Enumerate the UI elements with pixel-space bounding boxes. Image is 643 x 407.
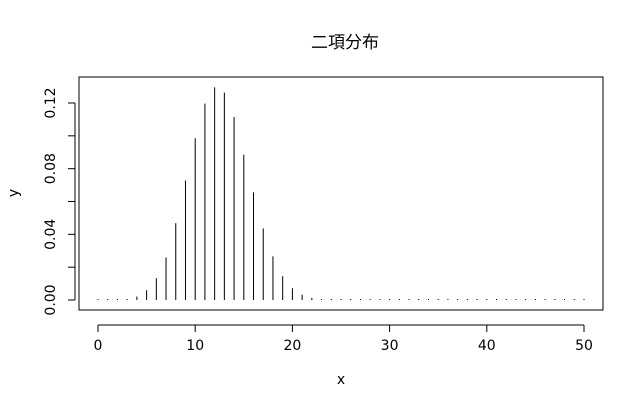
x-axis: 0 10 20 30 40 50 xyxy=(94,324,593,354)
y-tick-label-0.12: 0.12 xyxy=(43,87,59,118)
y-tick-label-0.00: 0.00 xyxy=(43,284,59,315)
y-axis-label: y xyxy=(6,189,22,197)
plot-frame xyxy=(78,76,604,311)
x-tick-label-10: 10 xyxy=(186,338,204,354)
x-axis-label: x xyxy=(337,372,345,388)
y-tick-label-0.08: 0.08 xyxy=(43,153,59,184)
chart-title: 二項分布 xyxy=(311,33,379,53)
x-tick-label-20: 20 xyxy=(283,338,301,354)
y-axis: 0.00 0.04 0.08 0.12 xyxy=(43,87,76,316)
x-tick-label-0: 0 xyxy=(94,338,103,354)
bars-group xyxy=(97,87,585,300)
x-tick-label-40: 40 xyxy=(478,338,496,354)
x-tick-label-30: 30 xyxy=(381,338,399,354)
y-tick-label-0.04: 0.04 xyxy=(43,219,59,250)
x-tick-label-50: 50 xyxy=(575,338,593,354)
